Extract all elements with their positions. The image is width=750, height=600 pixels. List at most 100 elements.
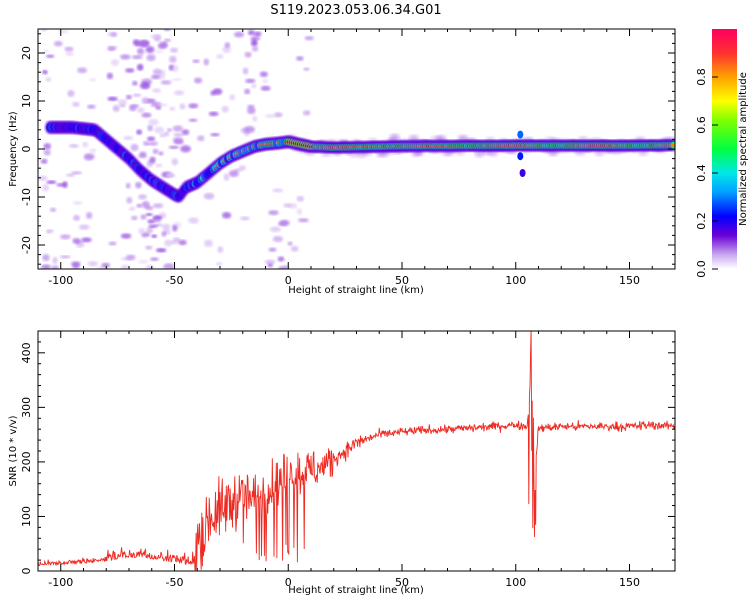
spectrogram-noise-blob <box>171 158 179 166</box>
spectrogram-noise-blob <box>45 54 55 58</box>
spectrogram-noise-blob <box>45 77 52 82</box>
spectrogram-noise-blob <box>38 175 48 181</box>
spectrogram-noise-blob <box>159 72 166 80</box>
spectrogram-noise-blob <box>144 142 156 146</box>
spectrogram-noise-blob <box>304 35 314 41</box>
spectrogram-noise-blob <box>120 233 132 239</box>
spectrogram-noise-blob <box>136 63 144 71</box>
spectrogram-anomaly-blob <box>519 169 526 177</box>
snr-y-axis: 0 100 200 300 400 <box>20 330 675 575</box>
spectrogram-noise-blob <box>181 129 190 136</box>
spectrogram-noise-blob <box>72 238 81 244</box>
snr-plot-area <box>38 331 675 571</box>
spectrogram-noise-blob <box>62 181 68 189</box>
colorbar-ticks: 0.0 0.2 0.4 0.6 0.8 <box>695 68 718 278</box>
spectrogram-noise-blob <box>59 255 71 259</box>
spectrogram-noise-blob <box>153 126 165 134</box>
spectrogram-noise-blob <box>42 49 49 53</box>
colorbar-tick-label: 0.2 <box>695 212 708 230</box>
spectrogram-noise-blob <box>40 264 52 269</box>
spectrogram-noise-blob <box>78 224 90 230</box>
spectrogram-noise-blob <box>297 218 309 223</box>
spectrogram-noise-blob <box>251 46 259 52</box>
snr-xtick-label: -100 <box>48 576 73 589</box>
spectrogram-noise-blob <box>148 118 159 126</box>
spectrogram-y-axis: -20 -10 0 10 20 <box>20 33 675 265</box>
spectrogram-noise-blob <box>137 40 149 47</box>
spectrogram-noise-blob <box>290 245 299 252</box>
spectrogram-noise-blob <box>149 156 156 164</box>
spectrogram-noise-blob <box>132 80 138 86</box>
spectrogram-anomaly-blob <box>517 130 524 139</box>
spectrogram-noise-blob <box>188 103 199 109</box>
spectrogram-noise-blob <box>221 105 229 113</box>
spectrogram-noise-blob <box>53 40 63 47</box>
spectrogram-noise-blob <box>151 74 161 80</box>
spectrogram-noise-blob <box>174 90 185 96</box>
spectrogram-noise-blob <box>193 77 203 84</box>
spectrogram-noise-blob <box>250 39 258 47</box>
spectrogram-noise-blob <box>125 254 136 261</box>
spectrogram-noise-blob <box>172 224 178 232</box>
spectrogram-noise-blob <box>151 234 157 238</box>
spectrogram-noise-blob <box>244 125 255 134</box>
colorbar-label: Normalized spectral amplitude <box>738 72 749 226</box>
spectrogram-noise-blob <box>152 68 162 76</box>
spectrogram-noise-blob <box>239 216 250 221</box>
spectrogram-noise-blob <box>101 262 111 268</box>
spectrogram-noise-blob <box>296 56 304 62</box>
spectrogram-noise-blob <box>46 180 57 185</box>
spectrogram-noise-blob <box>217 246 224 253</box>
snr-xtick-label: 100 <box>505 576 526 589</box>
spectrogram-noise-blob <box>141 96 150 104</box>
spectrogram-ylabel: Frequency (Hz) <box>8 111 19 187</box>
spectrogram-noise-blob <box>82 141 89 148</box>
spectrogram-noise-blob <box>67 89 75 98</box>
spectrogram-noise-blob <box>146 136 156 142</box>
spectrogram-noise-blob <box>136 203 143 208</box>
spectrogram-noise-blob <box>43 143 52 150</box>
spectrogram-noise-blob <box>107 96 118 102</box>
spectrogram-noise-blob <box>147 219 156 224</box>
spectrogram-noise <box>38 29 314 269</box>
spectrogram-noise-blob <box>163 266 171 269</box>
spectrogram-noise-blob <box>152 88 161 93</box>
spectrogram-noise-blob <box>138 259 149 264</box>
spectrogram-noise-blob <box>161 230 167 237</box>
spectrogram-xtick-label: 50 <box>395 274 409 287</box>
spectrogram-noise-blob <box>244 88 251 95</box>
spectrogram-xtick-label: -100 <box>48 274 73 287</box>
spectrogram-noise-blob <box>251 83 257 89</box>
spectrogram-noise-blob <box>41 29 48 32</box>
spectrogram-noise-blob <box>71 171 82 175</box>
spectrogram-noise-blob <box>155 248 167 253</box>
colorbar-tick-label: 0.4 <box>695 164 708 182</box>
spectrogram-noise-blob <box>223 173 230 181</box>
spectrogram-noise-blob <box>152 148 159 155</box>
spectrogram-noise-blob <box>296 208 303 215</box>
spectrogram-noise-blob <box>242 67 249 75</box>
spectrogram-noise-blob <box>170 47 179 53</box>
spectrogram-noise-blob <box>155 105 162 110</box>
spectrogram-noise-blob <box>73 214 81 221</box>
spectrogram-xtick-label: 150 <box>619 274 640 287</box>
spectrogram-noise-blob <box>203 192 215 200</box>
spectrogram-noise-blob <box>52 256 58 265</box>
spectrogram-noise-blob <box>158 103 168 107</box>
spectrogram-noise-blob <box>87 261 98 267</box>
spectrogram-noise-blob <box>89 148 97 153</box>
spectrogram-noise-blob <box>146 54 156 62</box>
spectrogram-noise-blob <box>268 247 277 252</box>
spectrogram-noise-blob <box>264 114 276 118</box>
spectrogram-noise-blob <box>87 104 96 110</box>
spectrogram-noise-blob <box>157 41 168 50</box>
spectrogram-noise-blob <box>147 124 153 132</box>
spectrogram-noise-blob <box>270 226 281 233</box>
spectrogram-noise-blob <box>253 31 262 37</box>
spectrogram-noise-blob <box>141 112 152 118</box>
spectrogram-noise-blob <box>222 46 231 54</box>
spectrogram-noise-blob <box>150 101 162 108</box>
spectrogram-noise-blob <box>228 170 239 177</box>
spectrogram-noise-blob <box>224 42 231 48</box>
